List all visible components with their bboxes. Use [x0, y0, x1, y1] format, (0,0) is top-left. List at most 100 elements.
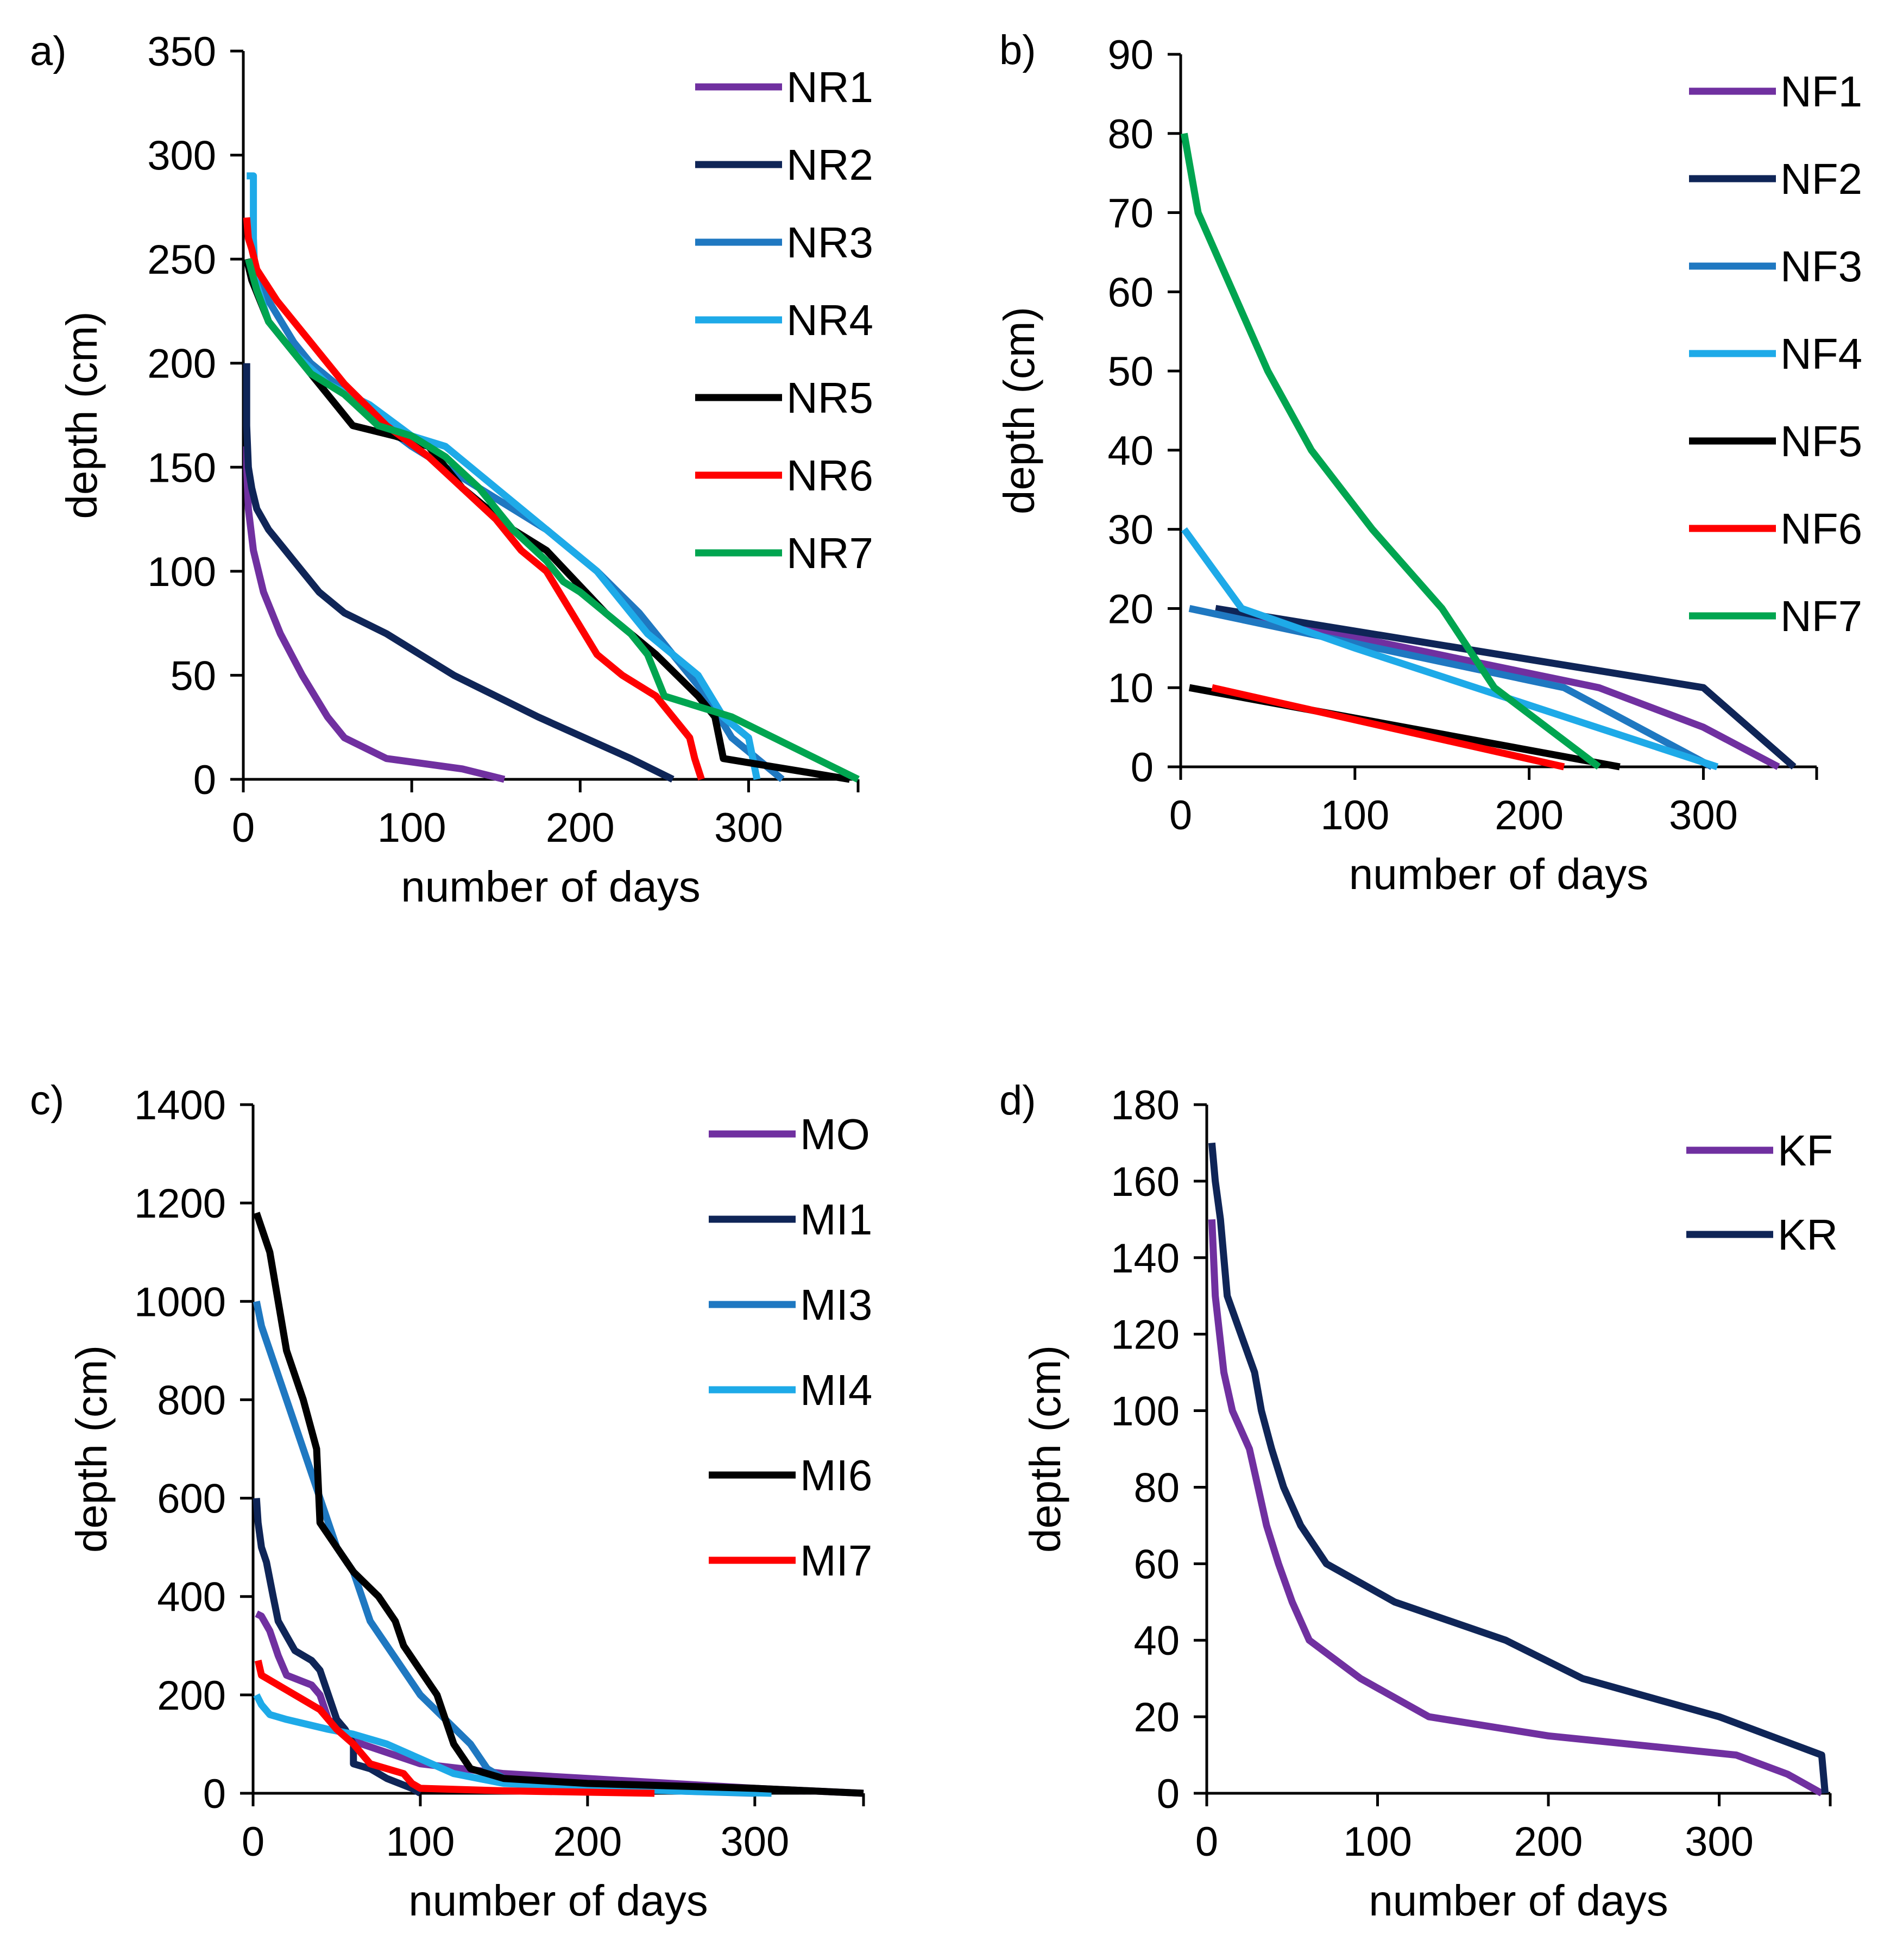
y-tick-label: 800: [157, 1377, 226, 1423]
y-tick-label: 200: [157, 1673, 226, 1719]
x-tick-label: 300: [1669, 792, 1738, 839]
y-tick-label: 250: [147, 237, 216, 283]
legend-label: NR6: [786, 451, 873, 500]
x-tick-label: 100: [377, 805, 446, 851]
y-tick-label: 0: [203, 1771, 226, 1817]
legend-label: NR2: [786, 141, 873, 189]
legend-label: NR1: [786, 63, 873, 111]
panel-letter: c): [30, 1077, 64, 1124]
x-axis-label: number of days: [408, 1876, 708, 1925]
x-tick-label: 0: [232, 805, 255, 851]
y-tick-label: 40: [1133, 1618, 1180, 1664]
chart-panel-4: d) 0 20 40 60 80 100 120 140 160 180 0 100 200 300 numb…: [999, 1077, 1838, 1925]
y-tick-label: 400: [157, 1574, 226, 1621]
x-tick-label: 100: [386, 1819, 455, 1865]
y-tick-label: 0: [193, 757, 216, 803]
series-line-nf6: [1211, 684, 1565, 771]
legend: KF KR: [1686, 1126, 1838, 1259]
y-axis-label: depth (cm): [995, 307, 1043, 514]
y-tick-label: 600: [157, 1476, 226, 1522]
series-line-nr6: [243, 217, 705, 781]
legend: NF1 NF2 NF3 NF4 NF5 NF6 NF7: [1689, 67, 1862, 640]
chart-panel-1: a) 0 50 100 150 200 250 300 350 0 100 200 300 number …: [30, 28, 873, 911]
x-tick-label: 300: [720, 1819, 789, 1865]
y-tick-label: 150: [147, 445, 216, 491]
panel-letter: d): [999, 1077, 1036, 1124]
y-axis-label: depth (cm): [58, 311, 106, 519]
series-line-mi4: [253, 1693, 772, 1797]
y-tick-label: 80: [1133, 1465, 1180, 1511]
x-tick-label: 200: [1495, 792, 1564, 839]
legend-label: MO: [800, 1110, 870, 1158]
legend-label: KR: [1778, 1211, 1838, 1259]
legend-label: NF4: [1780, 330, 1862, 378]
legend-label: NF1: [1780, 67, 1862, 116]
legend-label: MI4: [800, 1366, 872, 1414]
y-tick-label: 1400: [134, 1082, 226, 1129]
y-tick-label: 10: [1107, 665, 1154, 711]
x-axis-label: number of days: [1349, 850, 1648, 898]
series-line-nf7: [1180, 133, 1601, 770]
y-tick-label: 30: [1107, 507, 1154, 553]
y-tick-label: 180: [1111, 1082, 1180, 1129]
y-tick-label: 70: [1107, 191, 1154, 237]
y-tick-label: 0: [1131, 745, 1154, 791]
x-tick-label: 0: [1195, 1819, 1218, 1865]
x-tick-label: 0: [1169, 792, 1192, 839]
y-tick-label: 50: [170, 653, 216, 699]
y-tick-label: 60: [1107, 269, 1154, 316]
legend: NR1 NR2 NR3 NR4 NR5 NR6 NR7: [695, 63, 873, 577]
legend-label: MI1: [800, 1195, 872, 1244]
x-tick-label: 200: [546, 805, 615, 851]
y-tick-label: 140: [1111, 1236, 1180, 1282]
legend-label: KF: [1778, 1126, 1833, 1175]
legend-label: NR5: [786, 374, 873, 422]
y-tick-label: 120: [1111, 1312, 1180, 1358]
y-tick-label: 200: [147, 341, 216, 387]
panel-letter: b): [999, 27, 1036, 73]
y-tick-label: 160: [1111, 1159, 1180, 1205]
x-axis-label: number of days: [1369, 1876, 1668, 1925]
y-tick-label: 1000: [134, 1279, 226, 1325]
legend-label: MI3: [800, 1281, 872, 1329]
series-line-mo: [255, 1610, 864, 1797]
y-tick-label: 300: [147, 133, 216, 179]
legend-label: NF3: [1780, 242, 1862, 291]
series-line-mi1: [253, 1498, 423, 1797]
legend-label: NR7: [786, 529, 873, 577]
y-tick-label: 350: [147, 29, 216, 75]
series-line-kr: [1208, 1142, 1829, 1794]
series-line-nr5: [243, 258, 850, 783]
series-line-nf1: [1214, 605, 1780, 770]
chart-panel-2: b) 0 10 20 30 40 50 60 70 80 90 0 100 200 300 number of…: [995, 27, 1862, 898]
x-axis-label: number of days: [401, 862, 700, 911]
y-tick-label: 50: [1107, 349, 1154, 395]
legend-label: NR4: [786, 296, 873, 344]
x-tick-label: 100: [1343, 1819, 1412, 1865]
y-tick-label: 20: [1107, 586, 1154, 632]
x-tick-label: 300: [1685, 1819, 1754, 1865]
series-line-nr4: [247, 172, 761, 780]
y-tick-label: 90: [1107, 32, 1154, 78]
series-line-nf2: [1215, 604, 1797, 770]
y-tick-label: 40: [1107, 428, 1154, 474]
series-line-kf: [1208, 1219, 1824, 1797]
y-tick-label: 1200: [134, 1181, 226, 1227]
y-tick-label: 100: [1111, 1389, 1180, 1435]
x-tick-label: 300: [714, 805, 783, 851]
legend-label: NF2: [1780, 155, 1862, 203]
series-line-mi7: [254, 1660, 655, 1797]
y-tick-label: 60: [1133, 1541, 1180, 1587]
x-tick-label: 200: [1514, 1819, 1583, 1865]
y-tick-label: 100: [147, 549, 216, 595]
y-axis-label: depth (cm): [1021, 1345, 1069, 1553]
x-tick-label: 100: [1320, 792, 1389, 839]
y-axis-label: depth (cm): [67, 1345, 116, 1553]
legend: MO MI1 MI3 MI4 MI6 MI7: [709, 1110, 872, 1585]
panel-letter: a): [30, 28, 67, 74]
series-line-mi6: [253, 1212, 864, 1797]
y-tick-label: 20: [1133, 1694, 1180, 1741]
series-line-nr1: [243, 446, 506, 783]
legend-label: NF5: [1780, 417, 1862, 465]
